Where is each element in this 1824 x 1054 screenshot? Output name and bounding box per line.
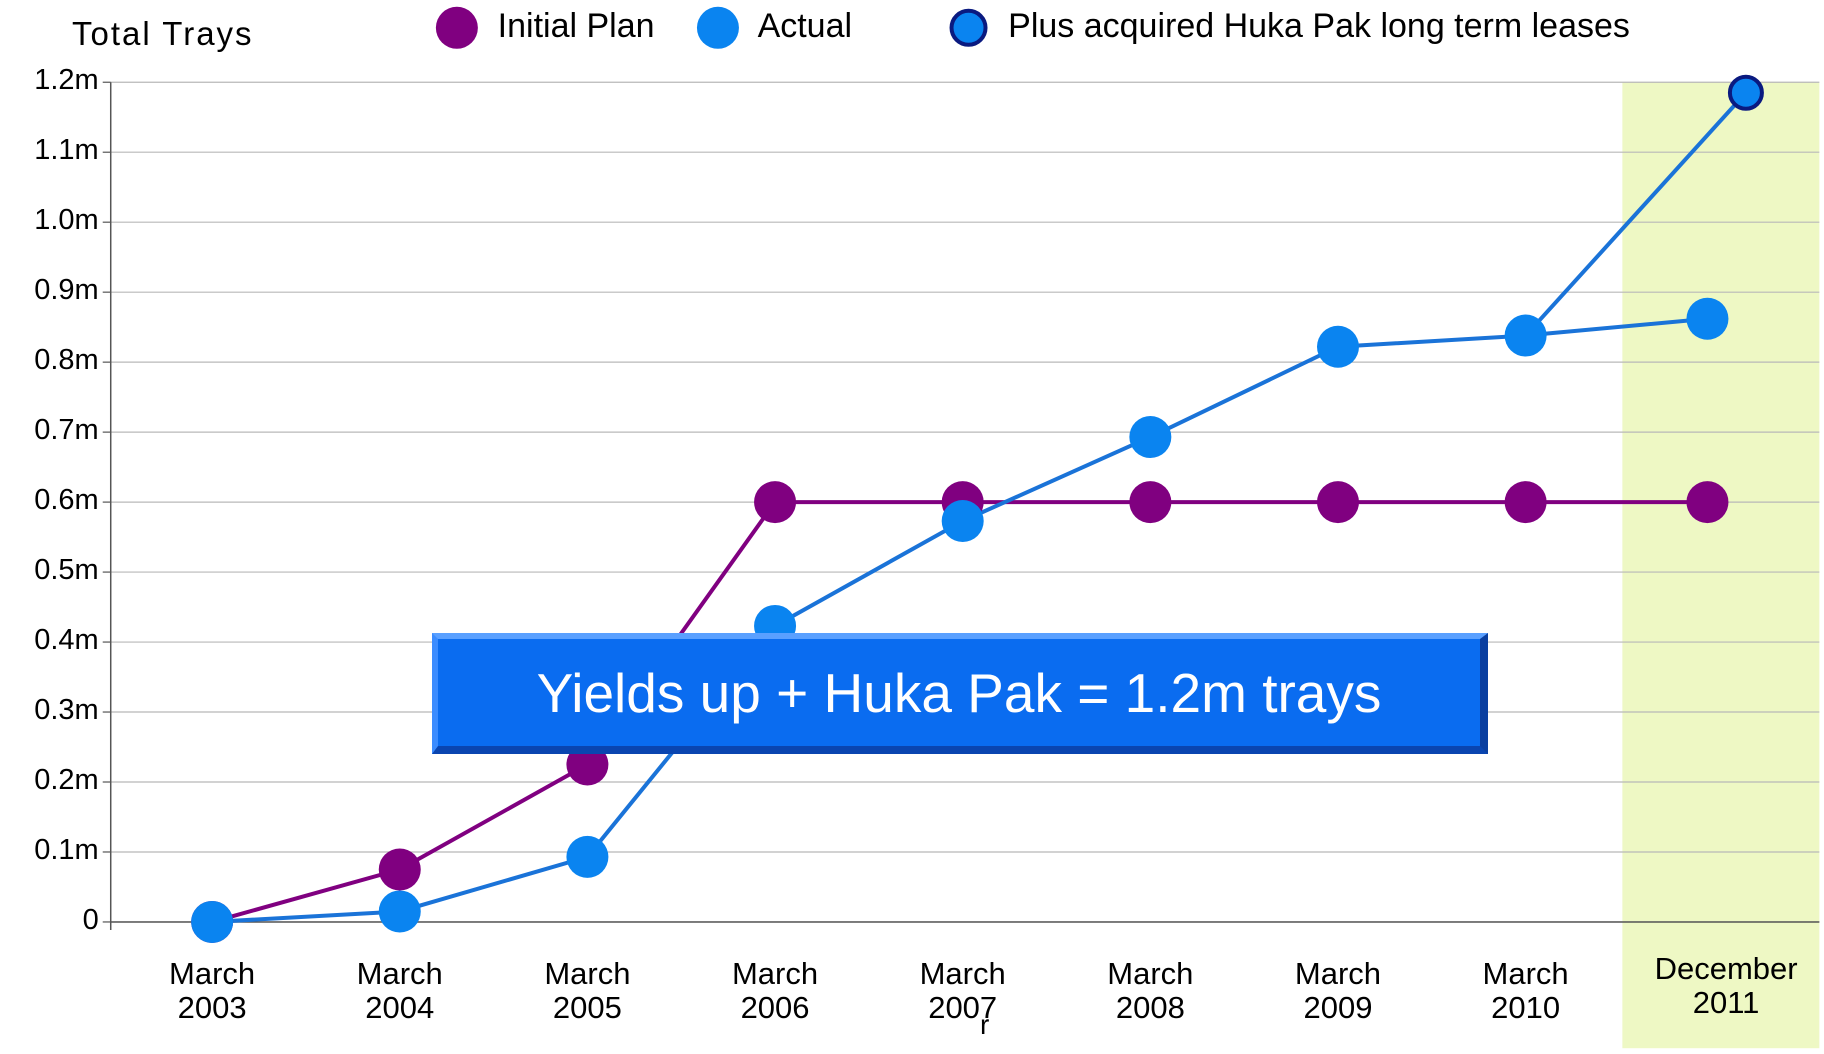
y-axis-title: Total Trays — [72, 15, 254, 52]
y-tick-label: 1.2m — [34, 64, 99, 97]
data-point — [1686, 481, 1729, 524]
x-tick-label: March 2003 — [169, 955, 256, 1025]
data-point — [378, 848, 421, 891]
data-point — [1129, 416, 1172, 459]
legend-label: Initial Plan — [497, 7, 655, 45]
y-tick-label: 0.7m — [34, 414, 99, 447]
x-tick-label: March 2010 — [1482, 955, 1569, 1025]
series-line — [212, 316, 1708, 924]
y-tick-label: 0.6m — [34, 484, 99, 517]
data-point — [1504, 314, 1547, 357]
y-tick-label: 0.4m — [34, 624, 99, 657]
y-tick-label: 0.5m — [34, 554, 99, 587]
legend-marker — [949, 8, 988, 47]
x-tick-label: March 2008 — [1107, 955, 1194, 1025]
stray-text: r — [980, 1009, 990, 1040]
y-tick-label: 0.3m — [34, 694, 99, 727]
data-point — [1316, 481, 1359, 524]
legend-label: Plus acquired Huka Pak long term leases — [1008, 7, 1630, 45]
y-tick-label: 1.0m — [34, 204, 99, 237]
y-tick-label: 1.1m — [34, 134, 99, 167]
data-point — [754, 481, 797, 524]
legend-label: Actual — [757, 7, 853, 45]
y-tick-label: 0.1m — [34, 833, 99, 866]
data-point — [1727, 74, 1764, 111]
x-tick-label: March 2007 — [919, 955, 1006, 1025]
x-tick-label: March 2009 — [1294, 955, 1382, 1025]
data-point — [566, 835, 609, 878]
x-tick-label: March 2004 — [356, 955, 443, 1025]
data-point — [191, 900, 234, 943]
annotation-box: Yields up + Huka Pak = 1.2m trays — [432, 633, 1488, 754]
data-point — [378, 890, 421, 933]
y-tick-label: 0.8m — [34, 344, 99, 377]
legend-marker — [696, 6, 739, 49]
highlight-band — [1622, 82, 1820, 1049]
y-tick-label: 0 — [82, 903, 99, 936]
data-point — [566, 743, 609, 786]
x-tick-label: March 2006 — [731, 955, 819, 1025]
data-point — [1316, 325, 1359, 368]
data-point — [941, 499, 984, 542]
series-line — [1524, 91, 1748, 337]
legend-marker — [435, 6, 478, 49]
y-tick-label: 0.2m — [34, 764, 99, 796]
data-point — [1504, 481, 1547, 524]
data-point — [1686, 297, 1729, 340]
data-point — [1129, 481, 1172, 524]
x-tick-label: March 2005 — [544, 955, 631, 1025]
y-tick-label: 0.9m — [34, 274, 99, 307]
x-tick-label: December 2011 — [1654, 951, 1798, 1021]
